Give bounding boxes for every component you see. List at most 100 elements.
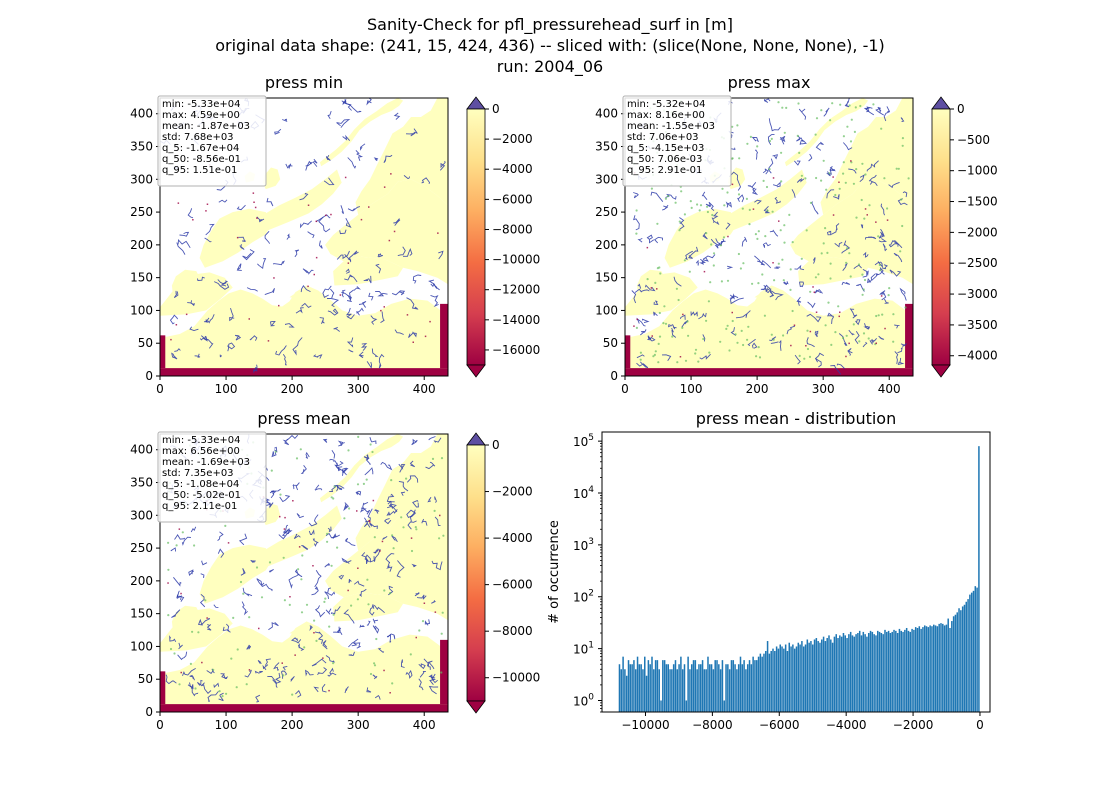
dry-cell bbox=[253, 201, 255, 203]
colorbar-tick-label: −1500 bbox=[957, 195, 998, 209]
river-line bbox=[275, 345, 287, 356]
river-line bbox=[314, 605, 326, 618]
river-line bbox=[741, 236, 748, 247]
river-line bbox=[888, 240, 900, 248]
river-line bbox=[321, 683, 327, 693]
wet-cell bbox=[827, 301, 830, 304]
hist-bar bbox=[826, 638, 828, 712]
river-line bbox=[292, 337, 303, 356]
river-line bbox=[636, 361, 649, 369]
wet-cell bbox=[748, 223, 751, 226]
y-tick-label: 250 bbox=[130, 205, 153, 219]
dry-cell bbox=[167, 582, 169, 584]
wet-cell bbox=[332, 497, 335, 500]
wet-cell bbox=[694, 352, 697, 355]
river-line bbox=[894, 351, 899, 365]
river-line bbox=[244, 669, 252, 678]
wet-cell bbox=[757, 230, 760, 233]
wet-cell bbox=[268, 561, 272, 564]
wet-cell bbox=[666, 195, 670, 198]
hist-bar bbox=[893, 629, 895, 712]
wet-cell bbox=[303, 646, 306, 649]
wet-cell bbox=[783, 224, 786, 227]
wet-cell bbox=[175, 544, 178, 547]
wet-cell bbox=[635, 209, 638, 212]
dry-cell bbox=[646, 246, 649, 249]
wet-cell bbox=[373, 664, 377, 667]
dry-cell bbox=[866, 214, 868, 216]
wet-cell bbox=[783, 241, 786, 244]
wet-cell bbox=[878, 263, 881, 267]
river-line bbox=[375, 263, 382, 274]
river-line bbox=[322, 438, 328, 443]
river-line bbox=[171, 352, 178, 360]
hist-bar bbox=[886, 631, 888, 712]
wet-cell bbox=[839, 103, 842, 106]
river-line bbox=[256, 216, 265, 223]
river-line bbox=[173, 577, 182, 587]
river-line bbox=[421, 518, 428, 526]
colorbar: 0 −2000 −4000 −6000 −8000 −10000 bbox=[466, 432, 540, 714]
wet-cell bbox=[789, 288, 792, 291]
wet-cell bbox=[332, 613, 335, 616]
dry-cell bbox=[805, 345, 807, 347]
hist-bar bbox=[802, 646, 805, 712]
wet-cell bbox=[756, 237, 759, 240]
hist-bar bbox=[734, 664, 736, 712]
wet-cell bbox=[709, 281, 712, 284]
wet-cell bbox=[221, 695, 224, 698]
river-line bbox=[393, 112, 401, 120]
river-line bbox=[338, 626, 343, 636]
river-line bbox=[859, 174, 865, 183]
hist-bar bbox=[875, 635, 877, 712]
panel-title: press mean bbox=[257, 409, 350, 428]
hist-bar bbox=[672, 664, 675, 712]
river-line bbox=[400, 659, 405, 668]
wet-cell bbox=[756, 145, 759, 148]
hist-bar bbox=[788, 642, 791, 712]
hist-bar bbox=[741, 664, 744, 712]
wet-cell bbox=[846, 247, 849, 250]
river-line bbox=[806, 313, 822, 323]
dry-cell bbox=[636, 318, 638, 321]
wet-cell bbox=[313, 619, 316, 622]
x-tick-label: 0 bbox=[156, 718, 164, 732]
river-line bbox=[229, 307, 235, 322]
dry-cell bbox=[703, 270, 706, 273]
river-line bbox=[299, 192, 309, 201]
dry-cell bbox=[313, 632, 315, 634]
river-line bbox=[189, 674, 195, 681]
river-line bbox=[363, 275, 372, 284]
river-line bbox=[279, 495, 291, 503]
river-line bbox=[751, 136, 759, 143]
wet-cell bbox=[881, 313, 884, 316]
river-line bbox=[894, 239, 903, 249]
river-line bbox=[288, 573, 300, 589]
colorbar-extend-under bbox=[466, 700, 486, 714]
river-line bbox=[347, 157, 357, 169]
wet-cell bbox=[825, 188, 828, 191]
river-line bbox=[409, 460, 415, 468]
river-line bbox=[359, 143, 366, 151]
wet-cell bbox=[829, 262, 832, 265]
wet-cell bbox=[797, 102, 800, 105]
wet-cell bbox=[362, 482, 365, 485]
river-line bbox=[238, 533, 248, 546]
river-line bbox=[176, 242, 186, 255]
river-line bbox=[359, 506, 371, 515]
hist-bar bbox=[909, 631, 912, 712]
land-region bbox=[378, 647, 395, 660]
wet-cell bbox=[855, 168, 858, 171]
y-tick-label: 200 bbox=[130, 574, 153, 588]
wet-cell bbox=[742, 343, 745, 347]
wet-cell bbox=[194, 687, 197, 690]
low-value-strip bbox=[440, 639, 448, 705]
hist-bar bbox=[689, 669, 691, 712]
hist-bar bbox=[761, 656, 763, 712]
x-axis: 0 100 200 300 400 bbox=[156, 376, 436, 396]
wet-cell bbox=[861, 162, 864, 165]
hist-bar bbox=[645, 675, 648, 712]
hist-bar bbox=[728, 669, 731, 712]
river-line bbox=[308, 529, 315, 535]
dry-cell bbox=[292, 500, 294, 502]
